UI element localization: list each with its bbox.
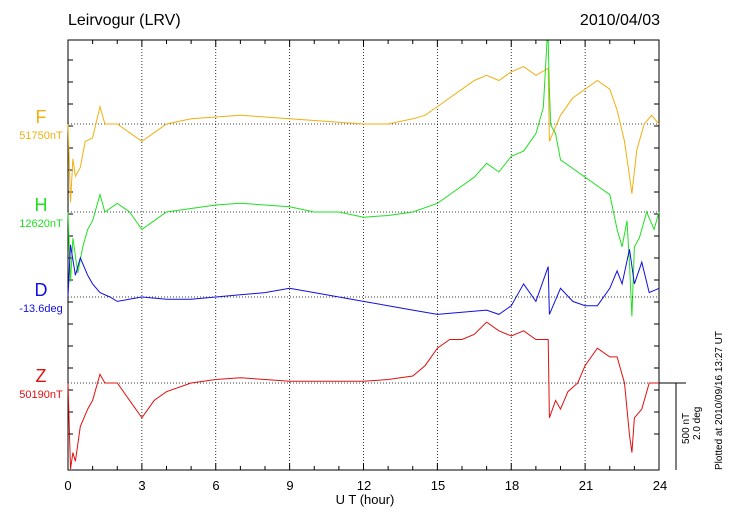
channel-name: D bbox=[34, 280, 48, 300]
channel-name: F bbox=[35, 107, 47, 127]
channel-label-h: H 12620nT bbox=[6, 196, 76, 231]
scale-bar bbox=[659, 382, 686, 470]
series-line-f bbox=[67, 66, 660, 203]
plot-frame bbox=[67, 39, 660, 471]
series-line-d bbox=[67, 244, 660, 315]
traces bbox=[67, 40, 660, 470]
x-tick-label: 21 bbox=[578, 478, 594, 493]
channel-label-z: Z 50190nT bbox=[6, 367, 76, 402]
channel-baseline: -13.6deg bbox=[19, 303, 63, 315]
station-title: Leirvogur (LRV) bbox=[68, 12, 181, 29]
x-tick-label: 9 bbox=[286, 478, 294, 493]
channel-label-f: F 51750nT bbox=[6, 108, 76, 143]
channel-name: Z bbox=[35, 366, 47, 386]
x-axis-label: U T (hour) bbox=[335, 492, 395, 507]
scale-nt-label: 500 nT bbox=[681, 412, 692, 444]
x-tick-label: 6 bbox=[212, 478, 220, 493]
channel-baseline: 51750nT bbox=[19, 130, 63, 142]
series-line-z bbox=[67, 321, 659, 470]
x-tick-label: 0 bbox=[64, 478, 72, 493]
date-title: 2010/04/03 bbox=[579, 12, 660, 29]
x-tick-label: 24 bbox=[652, 478, 668, 493]
plotted-timestamp: Plotted at 2010/09/16 13:27 UT bbox=[714, 331, 725, 470]
x-tick-label: 12 bbox=[356, 478, 372, 493]
channel-baseline: 12620nT bbox=[19, 218, 63, 230]
channel-label-d: D -13.6deg bbox=[6, 281, 76, 316]
grid-lines bbox=[141, 40, 586, 470]
series-line-h bbox=[67, 40, 660, 317]
channel-baseline: 50190nT bbox=[19, 389, 63, 401]
tick-marks bbox=[67, 40, 660, 470]
x-tick-label: 18 bbox=[504, 478, 520, 493]
scale-deg-label: 2.0 deg bbox=[692, 406, 703, 440]
x-tick-label: 15 bbox=[430, 478, 446, 493]
channel-name: H bbox=[34, 195, 48, 215]
x-tick-label: 3 bbox=[138, 478, 146, 493]
